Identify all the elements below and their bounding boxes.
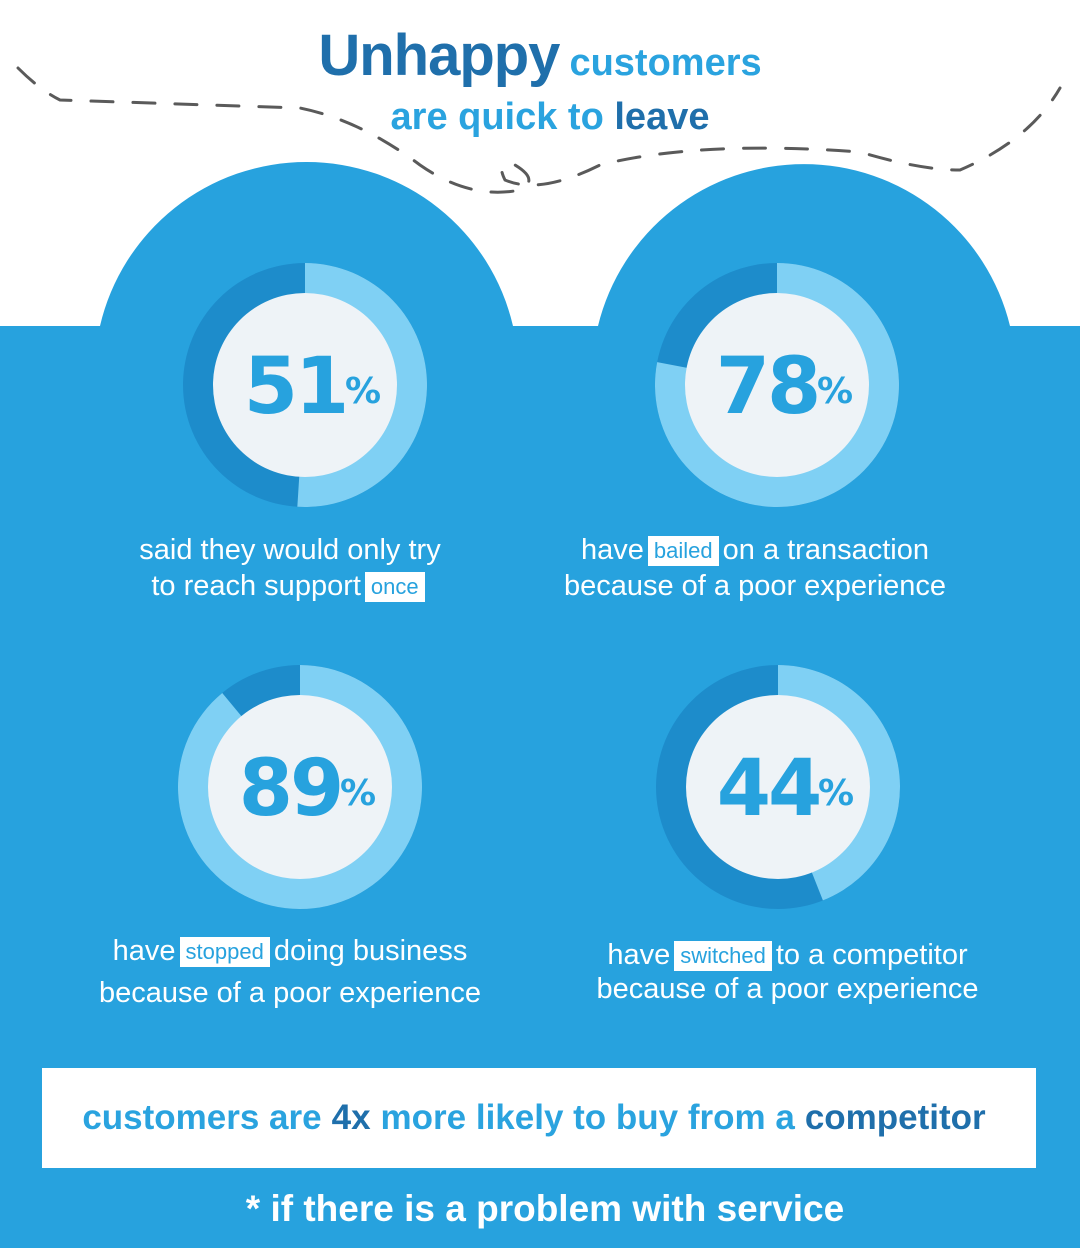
desc-44-line1: have switched to a competitor bbox=[555, 938, 1020, 972]
desc-78-pre: have bbox=[581, 534, 644, 566]
donut-chart-78: 78% bbox=[655, 263, 899, 507]
banner-competitor: competitor bbox=[804, 1098, 986, 1137]
banner-pre: customers are bbox=[82, 1098, 322, 1137]
desc-89-line1: have stopped doing business bbox=[55, 930, 525, 972]
donut-unit-label: % bbox=[817, 371, 853, 412]
donut-center bbox=[213, 293, 397, 477]
highlight-bailed: bailed bbox=[647, 536, 719, 567]
banner-4x: 4x bbox=[331, 1098, 371, 1137]
desc-51-line1: said they would only try bbox=[139, 534, 441, 566]
desc-51-line2: to reach support once bbox=[90, 568, 490, 604]
desc-89-pre: have bbox=[112, 935, 176, 967]
stat-description-89: have stopped doing business because of a p… bbox=[55, 930, 525, 1014]
donut-value-arc bbox=[297, 263, 428, 507]
title-are-quick-to: are quick to bbox=[390, 96, 604, 138]
donut-value-label: 44 bbox=[717, 744, 820, 834]
donut-center bbox=[208, 695, 392, 879]
donut-value-label: 78 bbox=[716, 342, 819, 432]
donut-chart-44: 44% bbox=[656, 665, 900, 909]
footnote: * if there is a problem with service bbox=[245, 1188, 845, 1229]
desc-89-post: doing business bbox=[273, 935, 468, 967]
donut-unit-label: % bbox=[345, 371, 381, 412]
donut-chart-89: 89% bbox=[177, 665, 422, 909]
key-stat-banner: customers are 4x more likely to buy from… bbox=[42, 1068, 1036, 1168]
stat-description-44: have switched to a competitor because of a… bbox=[555, 938, 1020, 1006]
donut-center bbox=[685, 293, 869, 477]
title-word-customers: customers bbox=[569, 42, 762, 84]
donut-value-arc bbox=[778, 665, 900, 901]
desc-78-line1: have bailed on a transaction bbox=[525, 532, 985, 568]
highlight-stopped: stopped bbox=[179, 937, 270, 968]
stat-description-51: said they would only try to reach suppor… bbox=[90, 532, 490, 604]
desc-78-post: on a transaction bbox=[722, 534, 929, 566]
donut-value-label: 51 bbox=[244, 342, 347, 432]
donut-unit-label: % bbox=[340, 773, 376, 814]
desc-89-line2: because of a poor experience bbox=[98, 977, 482, 1009]
donut-center bbox=[686, 695, 870, 879]
title-line-2: are quick to leave bbox=[0, 96, 1080, 139]
donut-value-label: 89 bbox=[239, 744, 342, 834]
title-word-unhappy: Unhappy bbox=[318, 23, 560, 88]
donut-chart-51: 51% bbox=[183, 263, 428, 507]
desc-44-post: to a competitor bbox=[775, 939, 968, 971]
highlight-switched: switched bbox=[674, 941, 772, 972]
desc-78-line2: because of a poor experience bbox=[563, 570, 947, 602]
highlight-once: once bbox=[364, 572, 425, 603]
title-block: Unhappy customers are quick to leave bbox=[0, 0, 1080, 210]
stat-description-78: have bailed on a transaction because of a … bbox=[525, 532, 985, 604]
desc-44-pre: have bbox=[607, 939, 671, 971]
banner-post: more likely to buy from a bbox=[380, 1098, 795, 1137]
donut-unit-label: % bbox=[818, 773, 854, 814]
title-leave: leave bbox=[614, 96, 710, 138]
dashed-swoosh-decoration bbox=[16, 66, 1062, 194]
title-line-1: Unhappy customers bbox=[0, 22, 1080, 89]
desc-51-line2-text: to reach support bbox=[151, 570, 361, 602]
desc-44-line2: because of a poor experience bbox=[596, 973, 979, 1005]
